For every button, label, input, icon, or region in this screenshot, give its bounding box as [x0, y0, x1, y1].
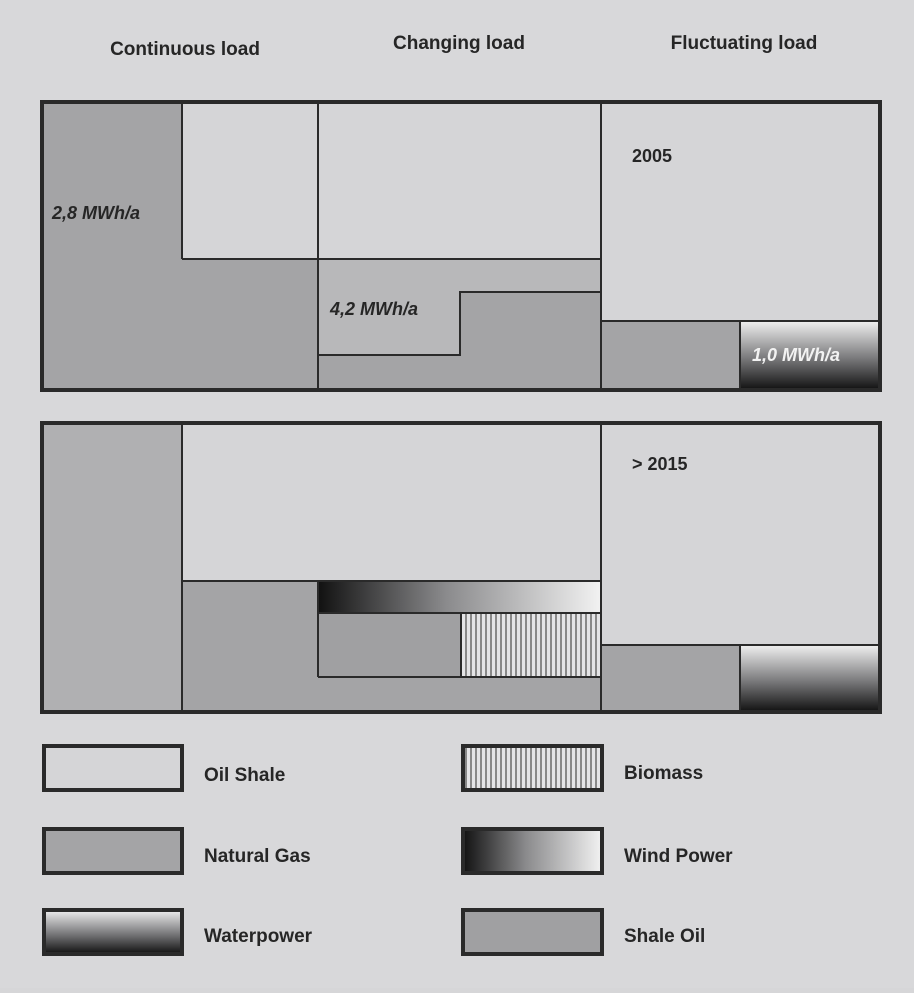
legend-swatch-shale-oil [461, 908, 604, 956]
legend-item-natural-gas: Natural Gas [42, 827, 311, 875]
biomass-2015 [461, 613, 601, 677]
legend-label-natural-gas: Natural Gas [204, 846, 311, 867]
legend: Oil Shale Biomass Natural Gas Wind Power… [42, 744, 733, 956]
legend-label-oil-shale: Oil Shale [204, 765, 285, 786]
panel-2015-border [40, 421, 882, 714]
legend-item-waterpower: Waterpower [42, 908, 313, 956]
natural-gas-changing-2005 [318, 292, 601, 390]
waterpower-fluctuating-2005 [740, 321, 880, 390]
continuous-block-2015 [42, 423, 182, 712]
legend-swatch-wind-power [461, 827, 604, 875]
legend-label-biomass: Biomass [624, 763, 703, 784]
panel-2015: > 2015 [40, 421, 882, 714]
natural-gas-continuous-2005 [42, 102, 318, 390]
header-changing-load: Changing load [393, 33, 525, 54]
legend-swatch-biomass [461, 744, 604, 792]
panel-2005-border [40, 100, 882, 392]
legend-swatch-natural-gas [42, 827, 184, 875]
legend-label-waterpower: Waterpower [204, 926, 313, 947]
header-continuous-load: Continuous load [110, 39, 260, 60]
legend-item-biomass: Biomass [461, 744, 703, 792]
shale-oil-2015 [318, 613, 461, 677]
natural-gas-fluctuating-2015 [601, 645, 740, 712]
legend-label-wind-power: Wind Power [624, 846, 733, 867]
legend-item-oil-shale: Oil Shale [42, 744, 285, 792]
fluctuating-value-2005: 1,0 MWh/a [752, 345, 840, 365]
continuous-value-2005: 2,8 MWh/a [51, 203, 140, 223]
panel-2015-year: > 2015 [632, 454, 688, 474]
panel-2005-year: 2005 [632, 146, 672, 166]
waterpower-fluctuating-2015 [740, 645, 880, 712]
legend-label-shale-oil: Shale Oil [624, 926, 705, 947]
wind-power-2015 [318, 581, 601, 613]
legend-item-shale-oil: Shale Oil [461, 908, 705, 956]
natural-gas-fluctuating-2005 [601, 321, 740, 390]
panel-2005: 2005 2,8 MWh/a 4,2 MWh/a 1,0 MWh/a [40, 100, 882, 392]
header-fluctuating-load: Fluctuating load [671, 33, 818, 54]
legend-item-wind-power: Wind Power [461, 827, 733, 875]
changing-value-2005: 4,2 MWh/a [329, 299, 418, 319]
legend-swatch-oil-shale [42, 744, 184, 792]
legend-swatch-waterpower [42, 908, 184, 956]
